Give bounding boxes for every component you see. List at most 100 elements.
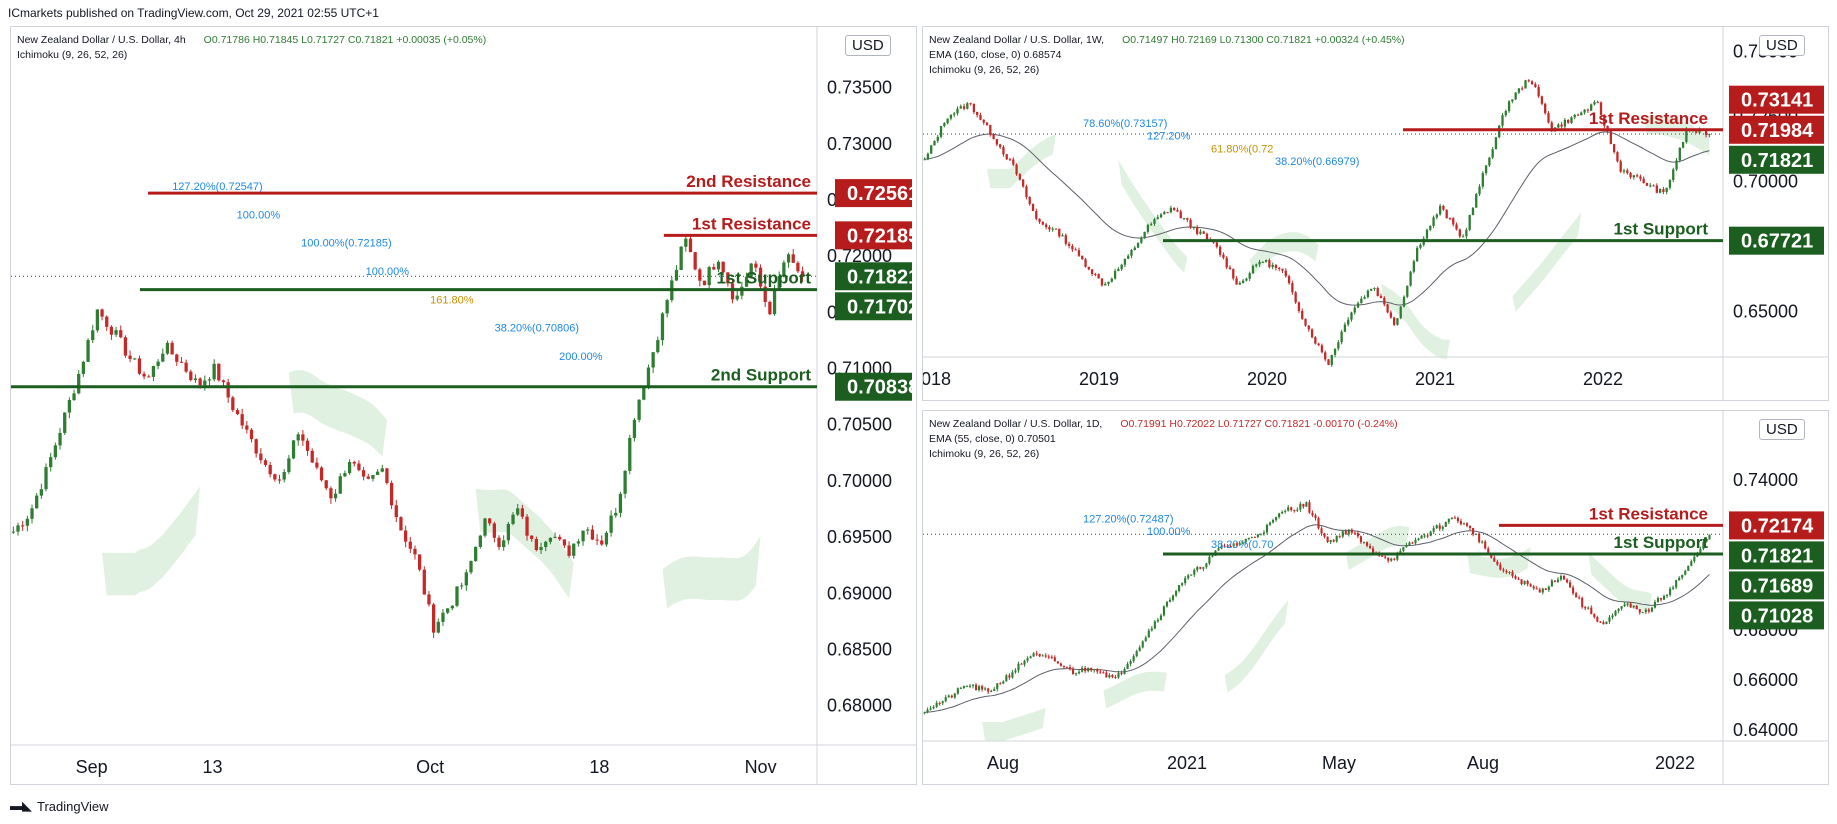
candle bbox=[1097, 274, 1100, 279]
candle bbox=[1163, 212, 1166, 215]
chart-panel-1d[interactable]: New Zealand Dollar / U.S. Dollar, 1D, O0.… bbox=[922, 410, 1829, 785]
candle bbox=[1284, 510, 1287, 512]
candle bbox=[1523, 580, 1526, 585]
candle bbox=[1559, 576, 1563, 580]
candle bbox=[932, 706, 935, 709]
candle bbox=[291, 440, 296, 459]
price-label-box bbox=[1729, 145, 1824, 174]
candle bbox=[1616, 152, 1619, 162]
price-label-box bbox=[835, 221, 912, 250]
y-tick-label: 0.70000 bbox=[827, 471, 892, 491]
candle bbox=[366, 476, 370, 479]
candle bbox=[1534, 84, 1537, 87]
candle bbox=[1199, 231, 1202, 234]
candle bbox=[1517, 578, 1520, 580]
candle bbox=[1672, 169, 1675, 180]
candle bbox=[1570, 117, 1573, 123]
candle bbox=[1162, 606, 1166, 616]
candle bbox=[296, 434, 300, 441]
candle bbox=[1584, 607, 1587, 609]
candle bbox=[1617, 608, 1620, 611]
ema-line bbox=[924, 524, 1710, 713]
candle bbox=[1639, 176, 1642, 179]
candle bbox=[1235, 543, 1238, 545]
price-label-text: 0.72561 bbox=[847, 183, 916, 205]
candle bbox=[581, 530, 585, 542]
candle bbox=[992, 134, 995, 140]
candle bbox=[1208, 556, 1211, 564]
candle bbox=[1215, 242, 1219, 247]
candle bbox=[1256, 534, 1259, 537]
candle bbox=[1062, 665, 1065, 667]
candle bbox=[1450, 517, 1453, 519]
candle bbox=[1113, 271, 1117, 279]
candle bbox=[1619, 161, 1622, 172]
currency-button[interactable]: USD bbox=[1759, 35, 1805, 56]
candle bbox=[1468, 214, 1471, 230]
chart-panel-4h[interactable]: New Zealand Dollar / U.S. Dollar, 4h O0.7… bbox=[10, 26, 917, 785]
candle bbox=[990, 690, 993, 692]
candle bbox=[1262, 532, 1266, 534]
candle bbox=[1412, 261, 1416, 272]
candle bbox=[1635, 605, 1638, 610]
candle bbox=[1655, 185, 1658, 193]
candle bbox=[1029, 656, 1032, 659]
candle bbox=[1399, 306, 1402, 319]
candle bbox=[1459, 521, 1463, 525]
candle bbox=[1541, 588, 1544, 593]
candle bbox=[1471, 207, 1475, 215]
chart-canvas-1w[interactable]: 0.750000.725000.700000.675000.6500020182… bbox=[923, 27, 1828, 400]
candle bbox=[1171, 595, 1175, 600]
candle bbox=[1150, 223, 1153, 225]
candle bbox=[361, 470, 366, 477]
candle bbox=[1462, 523, 1466, 525]
currency-button[interactable]: USD bbox=[845, 35, 891, 56]
candle bbox=[1071, 669, 1075, 675]
legend-1w: New Zealand Dollar / U.S. Dollar, 1W, O0.… bbox=[929, 33, 1405, 78]
candle bbox=[1520, 579, 1523, 585]
candle bbox=[1247, 537, 1250, 540]
candle bbox=[1156, 217, 1159, 220]
candle bbox=[1396, 552, 1399, 560]
candle bbox=[1056, 661, 1059, 664]
currency-button[interactable]: USD bbox=[1759, 419, 1805, 440]
candle bbox=[1169, 207, 1173, 213]
candle bbox=[600, 540, 604, 545]
candle bbox=[175, 354, 179, 362]
candle bbox=[1475, 194, 1478, 208]
candle bbox=[1511, 571, 1514, 577]
candle bbox=[1429, 225, 1432, 230]
candle bbox=[179, 361, 184, 363]
candle bbox=[1153, 219, 1156, 224]
candle bbox=[1087, 266, 1090, 270]
candle bbox=[1090, 667, 1093, 671]
candle bbox=[740, 286, 744, 296]
candle bbox=[979, 115, 982, 120]
candle bbox=[1530, 81, 1534, 85]
candle bbox=[572, 543, 576, 556]
chart-canvas-4h[interactable]: 0.735000.730000.725000.720000.715000.710… bbox=[11, 27, 916, 784]
candle bbox=[944, 697, 947, 702]
candle bbox=[1026, 658, 1029, 661]
candle bbox=[511, 514, 515, 524]
candle bbox=[1681, 142, 1685, 148]
candle bbox=[1366, 290, 1370, 298]
candle bbox=[1065, 666, 1069, 668]
price-label-box bbox=[1729, 85, 1824, 114]
candle bbox=[1550, 122, 1553, 130]
candle bbox=[1465, 229, 1468, 237]
candle bbox=[1665, 187, 1668, 192]
candle bbox=[450, 605, 454, 609]
candle bbox=[1084, 259, 1087, 267]
chart-panel-1w[interactable]: New Zealand Dollar / U.S. Dollar, 1W, O0.… bbox=[922, 26, 1829, 401]
candle bbox=[1297, 302, 1301, 311]
candle bbox=[1527, 80, 1530, 82]
candle bbox=[1535, 588, 1538, 590]
candle bbox=[1681, 574, 1684, 578]
level-label: 1st Support bbox=[717, 269, 812, 288]
candle bbox=[1347, 319, 1350, 325]
chart-canvas-1d[interactable]: 0.740000.720000.700000.680000.660000.640… bbox=[923, 411, 1828, 784]
price-label-text: 0.67721 bbox=[1741, 231, 1813, 253]
candle bbox=[1102, 672, 1105, 674]
candle bbox=[1626, 603, 1629, 605]
